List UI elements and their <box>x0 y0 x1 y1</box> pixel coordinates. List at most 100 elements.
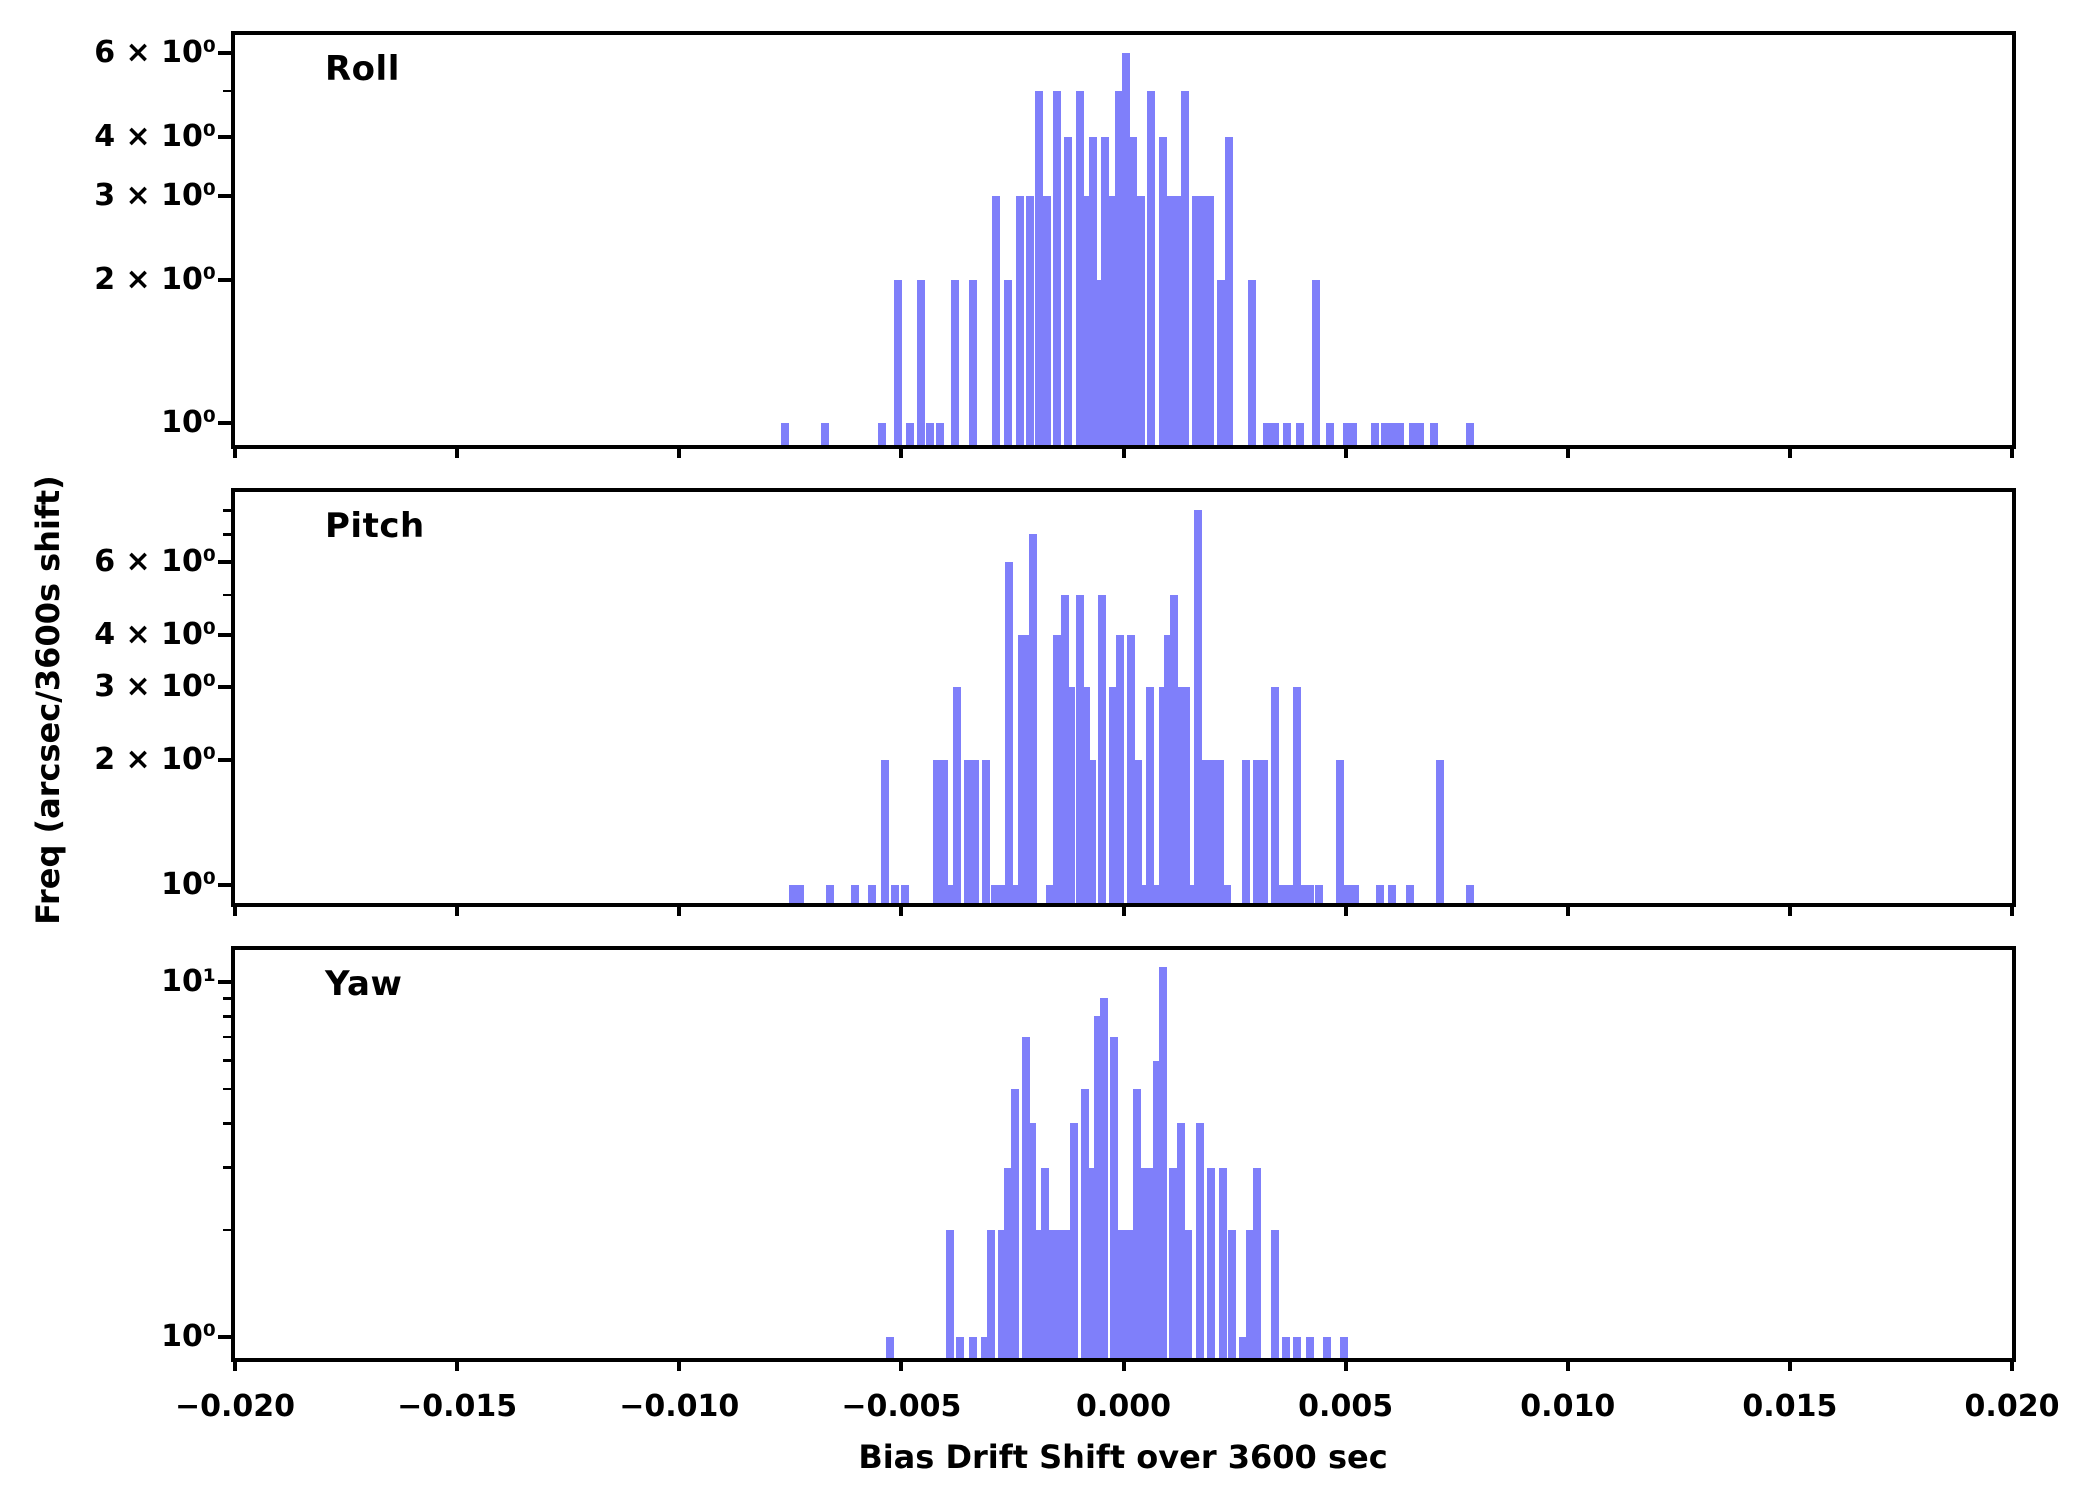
histogram-bar <box>1199 196 1208 445</box>
histogram-bar <box>880 760 889 903</box>
histogram-bar <box>1110 1037 1119 1358</box>
x-tick-label: 0.000 <box>1076 1389 1171 1424</box>
histogram-bar <box>1003 1167 1012 1358</box>
roll-panel-title: Roll <box>325 49 400 89</box>
histogram-bar <box>1406 885 1415 903</box>
x-tick <box>455 903 460 916</box>
x-tick <box>1343 1358 1348 1371</box>
histogram-bar <box>1215 760 1224 903</box>
histogram-bar <box>1180 91 1189 445</box>
y-tick-label: 4 × 10⁰ <box>94 119 216 155</box>
histogram-bar <box>1140 1167 1149 1358</box>
histogram-bar <box>997 1230 1006 1358</box>
histogram-bar <box>1004 562 1013 903</box>
histogram-bar <box>1381 423 1390 445</box>
histogram-bar <box>1063 137 1072 445</box>
histogram-bar <box>1115 635 1124 903</box>
histogram-bar <box>1306 1337 1315 1358</box>
y-tick-label: 6 × 10⁰ <box>94 35 216 71</box>
histogram-bar <box>1172 196 1181 445</box>
y-tick-major <box>218 194 231 199</box>
histogram-bar <box>1134 760 1143 903</box>
histogram-bar <box>936 423 945 445</box>
histogram-bar <box>987 1230 996 1358</box>
histogram-bar <box>1028 534 1037 903</box>
y-tick-minor <box>223 593 231 597</box>
histogram-bar <box>851 885 860 903</box>
histogram-bar <box>1225 137 1234 445</box>
histogram-bar <box>1176 1123 1185 1358</box>
histogram-bar <box>1246 1230 1255 1358</box>
histogram-bar <box>1087 760 1096 903</box>
histogram-bar <box>1035 91 1044 445</box>
histogram-bar <box>1466 885 1474 903</box>
y-tick-minor <box>223 508 231 512</box>
histogram-bar <box>1011 1088 1020 1358</box>
y-tick-major <box>218 560 231 565</box>
y-tick-label: 3 × 10⁰ <box>94 178 216 214</box>
histogram-bar <box>1046 885 1055 903</box>
histogram-bar <box>1170 594 1179 903</box>
histogram-bar <box>964 760 972 903</box>
histogram-bar <box>1146 687 1155 903</box>
y-tick-major <box>218 135 231 140</box>
y-tick-major <box>218 883 231 887</box>
histogram-bar <box>1026 196 1035 445</box>
histogram-bar <box>1183 1230 1192 1358</box>
histogram-bar <box>1326 423 1335 445</box>
histogram-bar <box>1062 1230 1071 1358</box>
histogram-bar <box>1023 635 1032 903</box>
histogram-bar <box>877 423 886 445</box>
histogram-bar <box>1095 280 1104 445</box>
histogram-bar <box>1206 196 1215 445</box>
histogram-bar <box>1163 635 1172 903</box>
histogram-bar <box>1132 1088 1141 1358</box>
histogram-bar <box>1194 510 1203 903</box>
histogram-bar <box>968 1337 977 1358</box>
x-axis-label: Bias Drift Shift over 3600 sec <box>858 1438 1388 1476</box>
histogram-bar <box>991 885 1000 903</box>
x-tick <box>899 445 904 458</box>
x-tick <box>1787 445 1792 458</box>
x-tick-label: −0.020 <box>174 1389 296 1424</box>
histogram-bar <box>1075 91 1084 445</box>
histogram-bar <box>891 885 900 903</box>
x-tick <box>1121 1358 1126 1371</box>
x-tick <box>677 903 682 916</box>
x-tick <box>677 445 682 458</box>
y-tick-label: 10⁰ <box>161 1319 216 1354</box>
histogram-bar <box>951 280 960 445</box>
histogram-bar <box>1270 1230 1279 1358</box>
histogram-bar <box>1208 760 1217 903</box>
histogram-bar <box>1088 1167 1097 1358</box>
histogram-bar <box>1187 885 1196 903</box>
y-tick-minor <box>223 996 231 1000</box>
y-tick-label: 4 × 10⁰ <box>94 617 216 653</box>
histogram-bar <box>1293 1337 1302 1358</box>
histogram-bar <box>1262 423 1271 445</box>
histogram-bar <box>1099 998 1108 1358</box>
histogram-bar <box>1122 53 1131 445</box>
histogram-bar <box>1094 1016 1103 1358</box>
histogram-bar <box>1342 423 1351 445</box>
histogram-bar <box>1314 885 1323 903</box>
histogram-bar <box>788 885 797 903</box>
x-tick <box>233 1358 237 1371</box>
histogram-bar <box>1195 1123 1204 1358</box>
histogram-bar <box>1370 423 1379 445</box>
x-tick <box>1787 903 1792 916</box>
y-tick-minor <box>223 1121 231 1125</box>
histogram-bar <box>1052 635 1061 903</box>
histogram-bar <box>780 423 789 445</box>
histogram-bar <box>916 280 925 445</box>
x-tick <box>233 903 237 916</box>
histogram-bar <box>1253 1167 1262 1358</box>
histogram-bar <box>1306 885 1315 903</box>
x-tick <box>1121 445 1126 458</box>
histogram-bar <box>1136 196 1145 445</box>
x-tick-label: −0.015 <box>397 1389 518 1424</box>
histogram-bar <box>1416 423 1425 445</box>
histogram-bar <box>940 760 949 903</box>
histogram-bar <box>1311 280 1320 445</box>
x-tick-label: 0.015 <box>1742 1389 1838 1424</box>
